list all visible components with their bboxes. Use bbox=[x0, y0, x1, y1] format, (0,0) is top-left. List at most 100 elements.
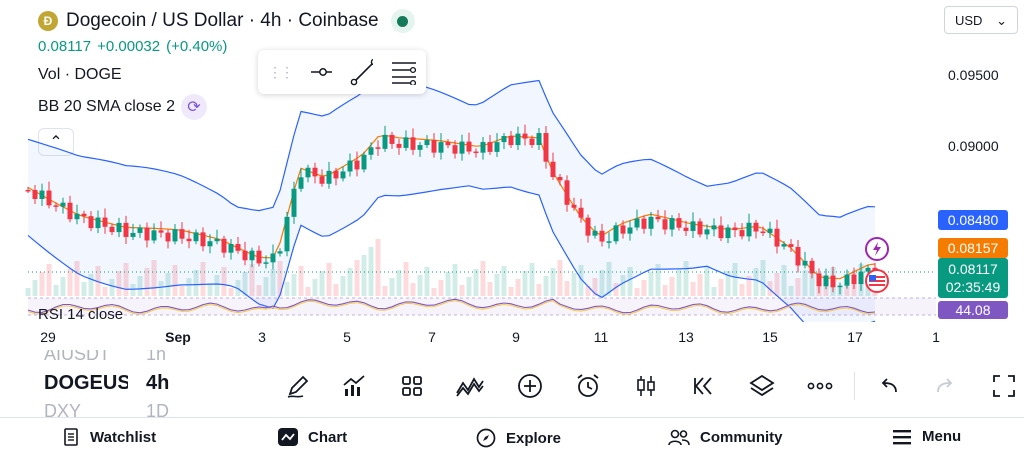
volume-bar bbox=[760, 260, 766, 296]
volume-bar bbox=[795, 278, 801, 296]
volume-indicator-label[interactable]: Vol · DOGE bbox=[38, 66, 122, 83]
symbol-picker[interactable]: AIUSDT 1h DOGEUSD 4h DXY 1D bbox=[0, 350, 240, 418]
current-price-value: 0.08117 bbox=[948, 261, 998, 277]
time-tick: 7 bbox=[428, 329, 436, 345]
prev-symbol[interactable]: AIUSDT bbox=[44, 350, 111, 364]
market-status-icon[interactable] bbox=[390, 9, 415, 33]
bollinger-indicator-row[interactable]: BB 20 SMA close 2 ⟳ bbox=[38, 94, 207, 120]
candle-body bbox=[816, 273, 822, 287]
volume-bar bbox=[25, 288, 31, 296]
redo-icon[interactable] bbox=[930, 370, 962, 402]
last-price: 0.08117 bbox=[38, 38, 92, 55]
candle-body bbox=[361, 154, 367, 170]
candle-body bbox=[116, 222, 122, 233]
candle-body bbox=[711, 225, 717, 230]
volume-bar bbox=[144, 268, 150, 296]
candle-body bbox=[536, 133, 542, 145]
candle-body bbox=[263, 262, 269, 264]
candle-body bbox=[249, 250, 255, 261]
current-interval[interactable]: 4h bbox=[146, 372, 170, 394]
time-tick: 1 bbox=[932, 329, 940, 345]
candle-body bbox=[494, 142, 500, 152]
candle-body bbox=[186, 238, 192, 242]
volume-bar bbox=[774, 273, 780, 296]
candle-body bbox=[424, 140, 430, 146]
price-chart[interactable] bbox=[0, 60, 936, 322]
trend-line-icon[interactable] bbox=[350, 58, 373, 86]
nav-explore[interactable]: Explore bbox=[476, 428, 561, 448]
indicators-icon[interactable] bbox=[454, 370, 486, 402]
volume-bar bbox=[305, 287, 311, 296]
more-icon[interactable] bbox=[804, 370, 836, 402]
candle-body bbox=[676, 218, 682, 228]
volume-bar bbox=[424, 267, 430, 296]
candle-body bbox=[718, 225, 724, 239]
time-tick: 5 bbox=[343, 329, 351, 345]
rsi-value-label: 44.08 bbox=[938, 301, 1008, 319]
replay-icon[interactable] bbox=[688, 370, 720, 402]
volume-bar bbox=[508, 287, 514, 296]
fib-retracement-icon[interactable] bbox=[391, 59, 416, 85]
volume-bar bbox=[165, 273, 171, 296]
chart-add-icon[interactable] bbox=[338, 370, 370, 402]
alarm-icon[interactable] bbox=[572, 370, 604, 402]
bollinger-indicator-label[interactable]: BB 20 SMA close 2 bbox=[38, 98, 175, 115]
volume-bar bbox=[767, 281, 773, 296]
volume-bar bbox=[256, 285, 262, 296]
volume-bar bbox=[592, 278, 598, 296]
volume-bar bbox=[599, 270, 605, 296]
us-flag-event-icon[interactable] bbox=[864, 268, 892, 294]
volume-bar bbox=[151, 260, 157, 296]
time-tick: 17 bbox=[847, 329, 863, 345]
volume-bar bbox=[172, 265, 178, 296]
next-symbol[interactable]: DXY bbox=[44, 401, 82, 418]
candle-body bbox=[452, 145, 458, 154]
next-interval[interactable]: 1D bbox=[146, 401, 170, 418]
nav-community[interactable]: Community bbox=[668, 428, 783, 446]
volume-bar bbox=[326, 263, 332, 296]
nav-watchlist[interactable]: Watchlist bbox=[62, 428, 156, 446]
undo-icon[interactable] bbox=[872, 370, 904, 402]
candle-body bbox=[760, 231, 766, 234]
layers-icon[interactable] bbox=[746, 370, 778, 402]
candle-body bbox=[200, 232, 206, 247]
volume-bar bbox=[109, 279, 115, 296]
candle-body bbox=[788, 244, 794, 247]
nav-menu[interactable]: Menu bbox=[892, 428, 961, 445]
candles-icon[interactable] bbox=[630, 370, 662, 402]
candle-body bbox=[809, 260, 815, 274]
current-symbol[interactable]: DOGEUSD bbox=[44, 372, 128, 394]
symbol-title[interactable]: Dogecoin / US Dollar · 4h · Coinbase bbox=[66, 10, 379, 31]
fullscreen-icon[interactable] bbox=[988, 370, 1020, 402]
lightning-event-icon[interactable] bbox=[864, 236, 892, 264]
currency-select[interactable]: USD ⌄ bbox=[944, 6, 1018, 34]
candle-body bbox=[655, 216, 661, 220]
volume-bar bbox=[522, 271, 528, 296]
volume-bar bbox=[277, 261, 283, 296]
rsi-indicator-label[interactable]: RSI 14 close bbox=[38, 306, 124, 323]
candle-body bbox=[242, 250, 248, 261]
drawing-toolbar: ⋮⋮ bbox=[258, 50, 426, 94]
symbol-header[interactable]: Ð Dogecoin / US Dollar · 4h · Coinbase bbox=[38, 8, 415, 34]
nav-explore-label: Explore bbox=[506, 429, 562, 447]
community-icon bbox=[668, 429, 690, 446]
candle-body bbox=[354, 160, 360, 170]
prev-interval[interactable]: 1h bbox=[146, 350, 167, 364]
time-tick: 29 bbox=[40, 329, 56, 345]
drag-handle-icon[interactable]: ⋮⋮ bbox=[268, 63, 294, 80]
plus-circle-icon[interactable] bbox=[514, 370, 546, 402]
candle-body bbox=[844, 274, 850, 286]
nav-menu-label: Menu bbox=[922, 428, 962, 445]
bb-upper-price-label: 0.08480 bbox=[938, 210, 1008, 230]
grid-icon[interactable] bbox=[396, 370, 428, 402]
volume-bar bbox=[221, 267, 227, 296]
pencil-icon[interactable] bbox=[282, 370, 314, 402]
horizontal-ray-icon[interactable] bbox=[310, 62, 332, 82]
refresh-icon[interactable]: ⟳ bbox=[180, 94, 207, 120]
candle-body bbox=[648, 216, 654, 229]
volume-bar bbox=[473, 269, 479, 296]
candle-body bbox=[669, 218, 675, 230]
volume-bar bbox=[186, 278, 192, 296]
nav-chart[interactable]: Chart bbox=[278, 428, 347, 446]
